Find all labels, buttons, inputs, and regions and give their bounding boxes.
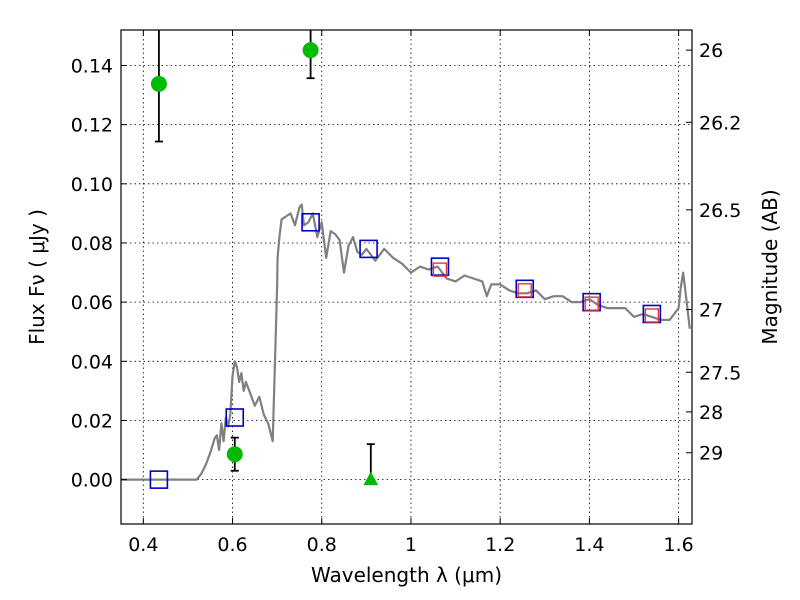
blue-square-point [301,212,320,232]
green-circle-point [226,446,243,463]
x-tick-label: 0.8 [307,534,337,556]
blue-square-point [225,408,245,427]
y-tick-label: 0.08 [71,233,113,255]
x-tick-label: 1.4 [574,534,604,556]
y-tick-label: 0.12 [71,115,113,137]
x-tick-label: 1.6 [664,534,694,556]
x-tick-label: 1.2 [485,534,515,556]
y-tick-label: 0.06 [71,292,113,314]
y-tick-label: 0.00 [71,470,113,492]
grid [121,30,692,524]
green-circle-point [302,42,319,59]
red-square-point [432,262,448,277]
y-tick-label: 0.04 [71,351,113,373]
y-tick-label: 0.10 [71,174,113,196]
green-triangle-point [363,471,379,486]
model-spectrum-line [121,203,691,481]
blue-square-point [359,239,378,259]
series-layer [121,30,691,489]
red-square-point [644,308,660,323]
red-square-point [584,296,599,311]
x-tick-label: 0.6 [217,534,247,556]
y-tick-label: 0.14 [71,55,113,77]
right-tick-label: 26.5 [699,200,741,222]
y-axis-title-right: Magnitude (AB) [758,189,782,344]
x-tick-label: 0.4 [128,534,158,556]
y-axis-title: Flux Fν ( μJy ) [25,209,49,345]
blue-square-point [430,257,450,276]
x-axis-title: Wavelength λ (μm) [311,563,502,587]
x-tick-label: 1 [405,534,417,556]
plot-frame [120,29,693,525]
green-circle-point [150,75,167,92]
right-tick-label: 29 [699,443,723,465]
right-tick-label: 27 [699,300,723,322]
right-tick-label: 26.2 [699,112,741,134]
ticks: 0.4 0.6 0.8 1 1.2 1.4 1.6 0.00 0.02 0.04 0.06 0.08 0… [71,30,741,556]
y-tick-label: 0.02 [71,410,113,432]
right-tick-label: 26 [699,40,723,62]
blue-square-point [149,470,169,489]
right-tick-label: 28 [699,402,723,424]
red-square-point [517,283,532,298]
right-tick-label: 27.5 [699,362,741,384]
